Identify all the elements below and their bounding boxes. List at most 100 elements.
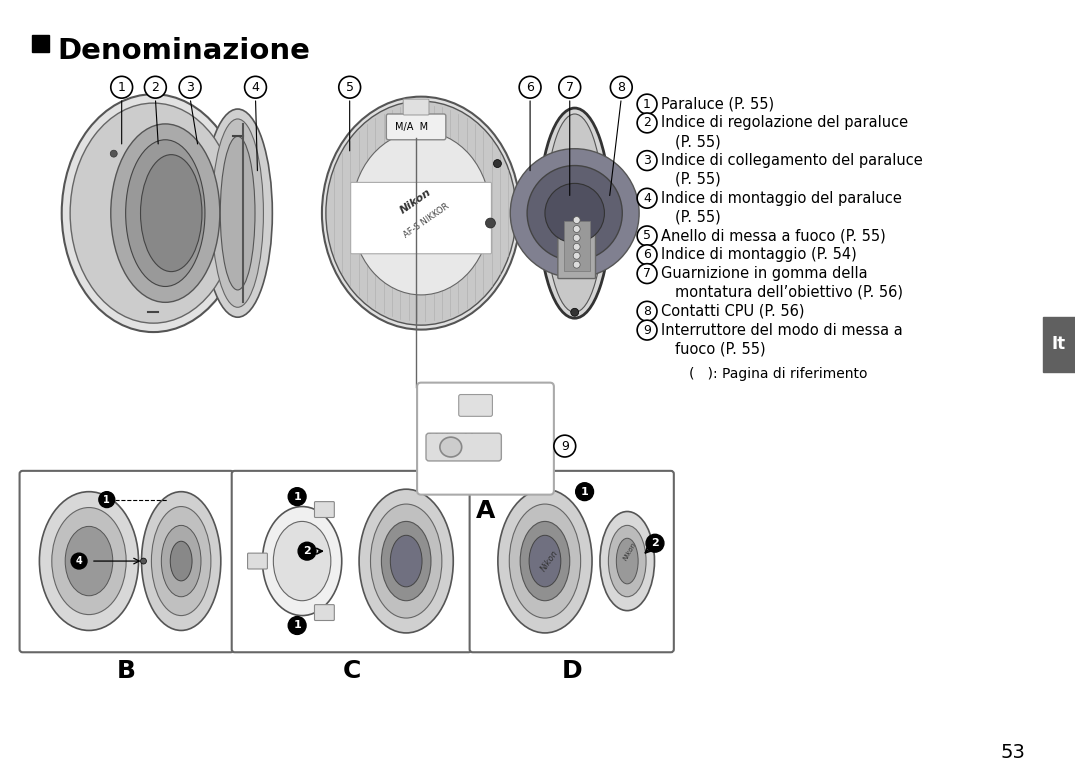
Ellipse shape bbox=[600, 512, 654, 611]
Text: Contatti CPU (P. 56): Contatti CPU (P. 56) bbox=[661, 304, 805, 319]
Ellipse shape bbox=[390, 535, 422, 587]
Text: 5: 5 bbox=[643, 230, 651, 242]
Circle shape bbox=[288, 488, 306, 506]
FancyBboxPatch shape bbox=[426, 434, 501, 461]
FancyBboxPatch shape bbox=[314, 604, 335, 620]
Text: 6: 6 bbox=[643, 248, 651, 261]
Text: 1: 1 bbox=[104, 495, 110, 505]
Text: Denominazione: Denominazione bbox=[57, 37, 310, 64]
Ellipse shape bbox=[39, 492, 138, 630]
Circle shape bbox=[637, 226, 657, 246]
Text: Guarnizione in gomma della: Guarnizione in gomma della bbox=[661, 266, 867, 281]
Text: 2: 2 bbox=[643, 116, 651, 129]
Text: Nikon: Nikon bbox=[539, 548, 561, 574]
Text: D: D bbox=[562, 660, 582, 683]
Text: 53: 53 bbox=[1001, 744, 1026, 762]
Circle shape bbox=[570, 308, 579, 316]
Ellipse shape bbox=[322, 97, 521, 329]
Circle shape bbox=[554, 435, 576, 457]
Text: 1: 1 bbox=[294, 492, 301, 502]
Text: 9: 9 bbox=[643, 323, 651, 336]
Ellipse shape bbox=[141, 492, 220, 630]
Circle shape bbox=[637, 113, 657, 133]
Text: Indice di montaggio del paraluce: Indice di montaggio del paraluce bbox=[661, 191, 902, 206]
FancyBboxPatch shape bbox=[19, 471, 233, 653]
Text: M/A  M: M/A M bbox=[394, 122, 428, 132]
FancyBboxPatch shape bbox=[417, 383, 554, 495]
Ellipse shape bbox=[161, 525, 201, 597]
Ellipse shape bbox=[539, 108, 610, 318]
Circle shape bbox=[573, 217, 580, 224]
Text: 6: 6 bbox=[526, 80, 534, 93]
Circle shape bbox=[140, 558, 147, 564]
Text: AF-S NIKKOR: AF-S NIKKOR bbox=[402, 202, 450, 240]
Circle shape bbox=[573, 234, 580, 241]
Ellipse shape bbox=[381, 522, 431, 601]
Text: Nikon: Nikon bbox=[399, 187, 433, 215]
Circle shape bbox=[71, 553, 87, 569]
Text: 4: 4 bbox=[643, 192, 651, 205]
FancyBboxPatch shape bbox=[459, 394, 492, 417]
Text: 1: 1 bbox=[581, 486, 589, 496]
FancyBboxPatch shape bbox=[232, 471, 472, 653]
Circle shape bbox=[99, 492, 114, 508]
Ellipse shape bbox=[326, 101, 516, 325]
Ellipse shape bbox=[212, 119, 264, 307]
FancyBboxPatch shape bbox=[351, 182, 491, 254]
Ellipse shape bbox=[546, 114, 604, 313]
Text: 2: 2 bbox=[303, 546, 311, 556]
Ellipse shape bbox=[151, 506, 211, 616]
Ellipse shape bbox=[125, 139, 205, 286]
Circle shape bbox=[545, 183, 605, 243]
Text: B: B bbox=[117, 660, 136, 683]
Text: 4: 4 bbox=[252, 80, 259, 93]
Ellipse shape bbox=[273, 522, 330, 601]
Ellipse shape bbox=[370, 504, 442, 618]
Circle shape bbox=[573, 261, 580, 268]
Text: 7: 7 bbox=[566, 80, 573, 93]
Text: (P. 55): (P. 55) bbox=[675, 210, 720, 224]
Circle shape bbox=[637, 94, 657, 114]
Text: C: C bbox=[342, 660, 361, 683]
Text: A: A bbox=[476, 499, 495, 522]
Ellipse shape bbox=[70, 103, 237, 323]
Text: Anello di messa a fuoco (P. 55): Anello di messa a fuoco (P. 55) bbox=[661, 228, 886, 244]
Circle shape bbox=[298, 542, 316, 560]
Ellipse shape bbox=[510, 504, 581, 618]
Circle shape bbox=[179, 77, 201, 98]
Circle shape bbox=[610, 77, 632, 98]
Text: 8: 8 bbox=[618, 80, 625, 93]
Ellipse shape bbox=[62, 94, 245, 332]
Text: 2: 2 bbox=[151, 80, 160, 93]
Ellipse shape bbox=[203, 109, 272, 317]
Ellipse shape bbox=[352, 131, 490, 295]
Circle shape bbox=[510, 149, 639, 277]
Circle shape bbox=[637, 301, 657, 321]
FancyBboxPatch shape bbox=[403, 99, 429, 115]
Text: 1: 1 bbox=[118, 80, 125, 93]
Text: (P. 55): (P. 55) bbox=[675, 134, 720, 149]
Circle shape bbox=[573, 225, 580, 232]
Text: 8: 8 bbox=[643, 305, 651, 318]
Text: (   ): Pagina di riferimento: ( ): Pagina di riferimento bbox=[689, 367, 867, 381]
Ellipse shape bbox=[140, 155, 202, 272]
Circle shape bbox=[339, 77, 361, 98]
Ellipse shape bbox=[521, 522, 570, 601]
Circle shape bbox=[110, 150, 118, 157]
FancyBboxPatch shape bbox=[470, 471, 674, 653]
Text: (P. 55): (P. 55) bbox=[675, 172, 720, 187]
Circle shape bbox=[519, 77, 541, 98]
Circle shape bbox=[576, 483, 594, 501]
Ellipse shape bbox=[440, 437, 461, 457]
Ellipse shape bbox=[529, 535, 561, 587]
FancyBboxPatch shape bbox=[247, 553, 268, 569]
Circle shape bbox=[494, 159, 501, 168]
Text: Interruttore del modo di messa a: Interruttore del modo di messa a bbox=[661, 322, 903, 338]
Text: It: It bbox=[1052, 335, 1066, 353]
Circle shape bbox=[527, 165, 622, 260]
Text: Indice di collegamento del paraluce: Indice di collegamento del paraluce bbox=[661, 153, 922, 168]
Circle shape bbox=[558, 77, 581, 98]
Ellipse shape bbox=[52, 508, 126, 614]
Circle shape bbox=[573, 244, 580, 250]
Text: 3: 3 bbox=[186, 80, 194, 93]
